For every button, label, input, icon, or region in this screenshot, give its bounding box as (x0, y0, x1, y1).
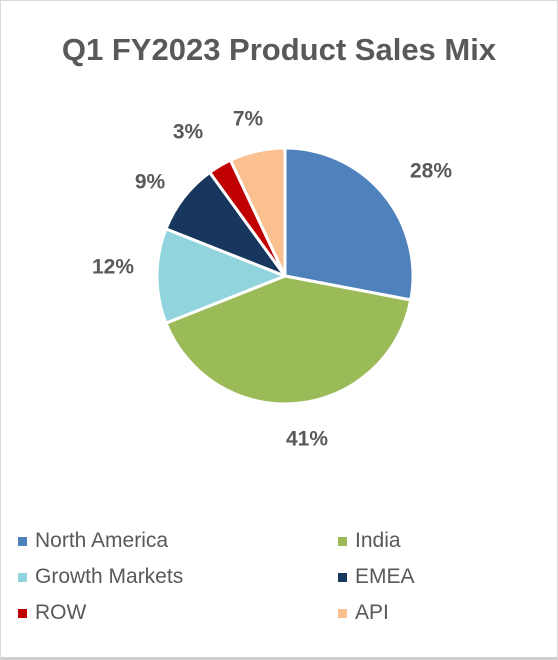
pie-slice-growth-markets (155, 227, 287, 325)
data-label-emea: 9% (135, 171, 166, 194)
data-label-row: 3% (173, 121, 204, 144)
legend-item-growth-markets: Growth Markets (18, 562, 183, 592)
legend-swatch-india (338, 536, 347, 546)
pie-slice-north-america (283, 146, 415, 302)
legend-label-api: API (355, 601, 389, 624)
legend-item-india: India (338, 526, 401, 556)
legend-swatch-emea (338, 572, 347, 582)
legend-label-north-america: North America (35, 529, 169, 552)
data-label-india: 41% (286, 428, 328, 451)
data-label-north-america: 28% (410, 160, 452, 183)
chart-title: Q1 FY2023 Product Sales Mix (61, 32, 497, 67)
data-label-api: 7% (233, 108, 264, 131)
legend-item-api: API (338, 598, 389, 628)
legend-swatch-growth-markets (18, 572, 27, 582)
legend-item-emea: EMEA (338, 562, 415, 592)
pie-slice-api (229, 146, 287, 278)
legend-swatch-api (338, 608, 347, 618)
legend-label-growth-markets: Growth Markets (35, 565, 184, 588)
pie-chart: 28% 41% 12% 9% 3% 7% (92, 108, 452, 451)
legend-label-india: India (355, 529, 401, 552)
legend-swatch-north-america (18, 536, 27, 546)
legend-item-north-america: North America (18, 526, 168, 556)
data-label-growth-markets: 12% (92, 256, 134, 279)
legend-swatch-row (18, 608, 27, 618)
legend-label-row: ROW (35, 601, 87, 624)
legend-item-row: ROW (18, 598, 86, 628)
legend-label-emea: EMEA (355, 565, 415, 588)
pie-slice-india (164, 274, 413, 406)
